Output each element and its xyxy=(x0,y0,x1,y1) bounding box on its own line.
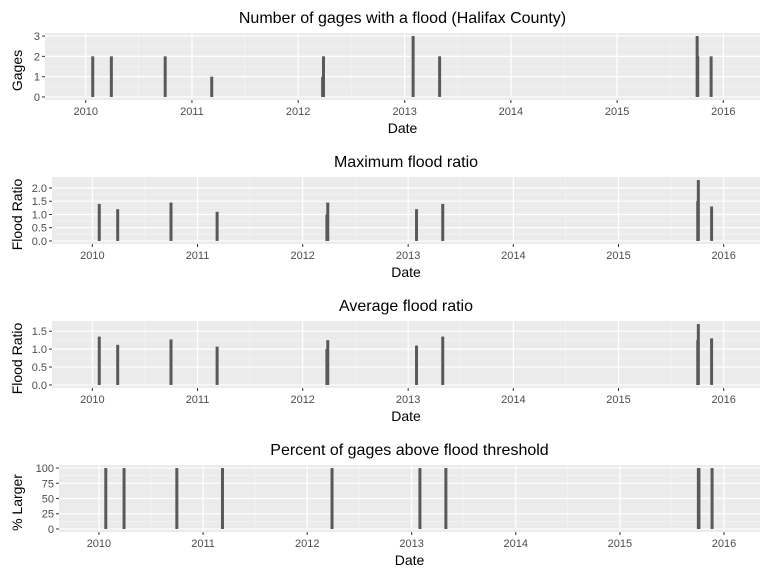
bar xyxy=(696,180,700,241)
plot-panel-2 xyxy=(52,177,760,244)
bar xyxy=(220,468,224,529)
y-tick-label: 1 xyxy=(34,72,40,84)
y-tick-label: 1.0 xyxy=(32,209,47,221)
y-tick-label: 1.5 xyxy=(32,326,47,338)
bar xyxy=(330,468,334,529)
bar xyxy=(696,56,700,97)
bar xyxy=(710,468,714,529)
bar xyxy=(441,203,445,241)
bar xyxy=(710,206,714,241)
bar xyxy=(163,56,167,97)
x-tick-label: 2016 xyxy=(711,106,735,118)
y-axis-label: % Larger xyxy=(9,474,25,531)
x-tick-label: 2010 xyxy=(73,106,97,118)
x-tick-label: 2013 xyxy=(396,394,420,406)
x-tick-label: 2012 xyxy=(295,538,319,550)
bar xyxy=(116,344,120,385)
x-tick-label: 2011 xyxy=(186,394,210,406)
bar xyxy=(169,202,173,241)
y-axis-label: Flood Ratio xyxy=(9,178,25,250)
x-tick-label: 2010 xyxy=(80,394,104,406)
y-tick-label: 2.0 xyxy=(32,183,47,195)
bar xyxy=(116,209,120,241)
bar xyxy=(210,76,214,97)
x-tick-label: 2015 xyxy=(608,538,632,550)
x-tick-label: 2011 xyxy=(191,538,215,550)
bar xyxy=(215,211,219,241)
y-tick-label: 2 xyxy=(34,51,40,63)
bar xyxy=(109,56,113,97)
y-tick-label: 100 xyxy=(36,463,54,475)
bar xyxy=(411,36,415,97)
x-tick-label: 2013 xyxy=(396,250,420,262)
x-tick-label: 2015 xyxy=(605,106,629,118)
x-tick-label: 2014 xyxy=(499,106,523,118)
y-tick-label: 0.0 xyxy=(32,236,47,248)
bar xyxy=(169,339,173,385)
x-tick-label: 2016 xyxy=(712,538,736,550)
bar xyxy=(326,340,330,385)
bar xyxy=(175,468,179,529)
bar xyxy=(710,338,714,385)
x-tick-label: 2013 xyxy=(392,106,416,118)
y-tick-label: 1.5 xyxy=(32,196,47,208)
y-tick-label: 0.5 xyxy=(32,362,47,374)
x-axis-label: Date xyxy=(395,552,425,568)
y-tick-label: 25 xyxy=(42,509,54,521)
bar xyxy=(415,209,419,241)
x-tick-label: 2012 xyxy=(290,394,314,406)
y-tick-label: 50 xyxy=(42,494,54,506)
y-tick-label: 75 xyxy=(42,478,54,490)
x-tick-label: 2012 xyxy=(286,106,310,118)
chart-title: Percent of gages above flood threshold xyxy=(270,442,548,459)
bar xyxy=(91,56,95,97)
x-tick-label: 2013 xyxy=(399,538,423,550)
x-axis-label: Date xyxy=(391,408,421,424)
bar xyxy=(696,324,700,385)
x-tick-label: 2016 xyxy=(711,394,735,406)
x-tick-label: 2014 xyxy=(504,538,528,550)
x-tick-label: 2010 xyxy=(80,250,104,262)
bar xyxy=(415,345,419,385)
x-tick-label: 2016 xyxy=(711,250,735,262)
bar xyxy=(438,56,442,97)
chart-title: Maximum flood ratio xyxy=(334,154,478,171)
x-axis-label: Date xyxy=(388,120,418,136)
x-tick-label: 2010 xyxy=(87,538,111,550)
bar xyxy=(104,468,108,529)
x-tick-label: 2011 xyxy=(186,250,210,262)
bar xyxy=(697,468,701,529)
chart-title: Number of gages with a flood (Halifax Co… xyxy=(239,10,566,27)
y-axis-label: Gages xyxy=(9,50,25,91)
y-tick-label: 0.5 xyxy=(32,223,47,235)
bar xyxy=(215,346,219,385)
bar xyxy=(444,468,448,529)
chart-title: Average flood ratio xyxy=(339,298,473,315)
bar xyxy=(321,56,325,97)
y-tick-label: 0.0 xyxy=(32,380,47,392)
bar xyxy=(441,336,445,385)
bar xyxy=(97,203,101,241)
x-tick-label: 2015 xyxy=(606,394,630,406)
y-tick-label: 0 xyxy=(48,524,54,536)
x-tick-label: 2012 xyxy=(290,250,314,262)
bar xyxy=(122,468,126,529)
y-tick-label: 1.0 xyxy=(32,344,47,356)
x-tick-label: 2015 xyxy=(606,250,630,262)
bar xyxy=(709,56,713,97)
x-tick-label: 2011 xyxy=(180,106,204,118)
bar xyxy=(418,468,422,529)
bar xyxy=(326,202,330,241)
bar xyxy=(97,336,101,385)
y-tick-label: 0 xyxy=(34,92,40,104)
x-tick-label: 2014 xyxy=(501,394,525,406)
x-tick-label: 2014 xyxy=(501,250,525,262)
x-axis-label: Date xyxy=(391,264,421,280)
y-tick-label: 3 xyxy=(34,31,40,43)
y-axis-label: Flood Ratio xyxy=(9,322,25,394)
